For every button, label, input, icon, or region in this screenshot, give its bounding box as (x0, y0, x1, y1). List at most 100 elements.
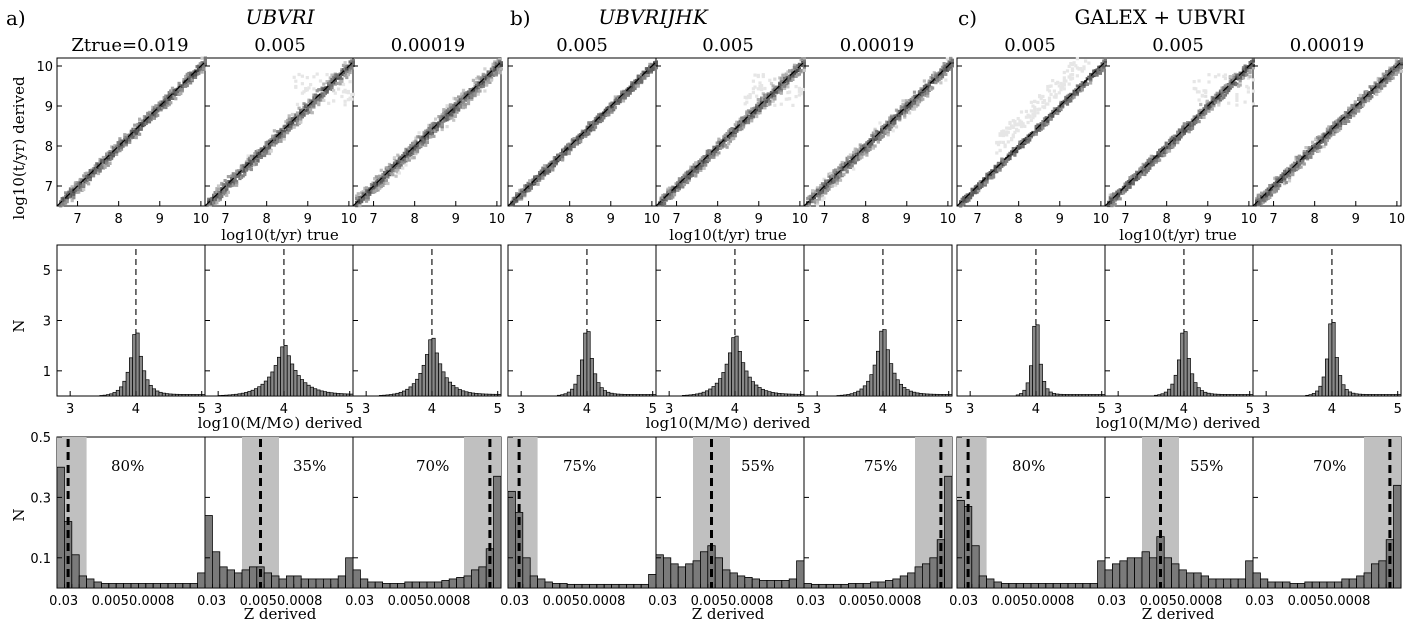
heat-cell (750, 117, 754, 121)
mass-bar (152, 388, 157, 397)
heat-cell (185, 73, 189, 77)
heat-cell (845, 160, 849, 164)
heat-cell (231, 172, 235, 176)
metal-bar (419, 581, 428, 589)
mass-bar (148, 384, 153, 397)
heat-cell (1072, 89, 1076, 93)
heat-cell (256, 157, 260, 161)
heat-cell (80, 179, 84, 183)
mass-bar (221, 394, 226, 397)
heat-cell (302, 102, 306, 106)
heat-cell (1049, 84, 1053, 88)
panel-frame-age (1252, 57, 1402, 207)
mass-bar (474, 393, 479, 397)
heat-cell (1008, 154, 1012, 158)
heat-cell (387, 168, 392, 172)
heat-cell (165, 100, 170, 104)
heat-cell (292, 123, 296, 127)
heat-cell (317, 103, 321, 107)
heat-cell (379, 184, 383, 189)
heat-cell (1033, 108, 1037, 112)
heat-cell (830, 174, 834, 178)
heat-cell (248, 157, 252, 161)
metal-bar (315, 578, 324, 589)
metal-bar (929, 557, 938, 589)
heat-cell (309, 83, 313, 87)
heat-cell (730, 127, 734, 131)
heat-cell (373, 185, 377, 189)
mass-bar (908, 390, 913, 397)
heat-cell (142, 120, 147, 124)
heat-cell (387, 166, 392, 170)
heat-cell (124, 137, 128, 141)
mass-bar (899, 383, 904, 397)
heat-cell (942, 68, 946, 73)
heat-cell (786, 91, 790, 95)
heat-cell (272, 129, 276, 133)
heat-cell (1070, 67, 1075, 71)
heat-cell (442, 119, 446, 123)
heat-cell (669, 187, 673, 191)
mass-bar (596, 382, 601, 397)
heat-cell (445, 125, 449, 129)
heat-cell (225, 186, 229, 190)
heat-cell (534, 178, 538, 183)
heat-cell (993, 164, 997, 168)
heat-cell (886, 133, 890, 137)
heat-cell (894, 125, 899, 129)
heat-cell (100, 162, 104, 166)
heat-cell (541, 176, 545, 180)
mass-bar (431, 337, 436, 397)
heat-cell (1080, 68, 1084, 73)
heat-cell (461, 102, 466, 106)
heat-cell (440, 127, 444, 132)
heat-cell (461, 100, 466, 105)
heat-cell (438, 122, 443, 126)
heat-cell (613, 106, 617, 110)
mass-bar (142, 370, 147, 397)
heat-cell (457, 100, 461, 104)
heat-cell (246, 154, 250, 158)
heat-cell (397, 155, 401, 159)
heat-cell (287, 121, 291, 125)
heat-cell (824, 185, 828, 190)
heat-cell (65, 198, 69, 202)
heat-cell (607, 106, 611, 110)
heat-cell (346, 69, 350, 73)
heat-cell (264, 147, 268, 151)
heat-cell (538, 171, 542, 175)
heat-cell (661, 203, 665, 207)
heat-cell (383, 170, 387, 175)
heat-cell (853, 161, 857, 165)
heat-cell (88, 169, 92, 173)
heat-cell (727, 138, 731, 142)
heat-cell (489, 78, 494, 82)
heat-cell (623, 89, 627, 94)
heat-cell (779, 91, 783, 95)
heat-cell (1021, 124, 1025, 128)
heat-cell (1039, 125, 1043, 129)
heat-cell (404, 163, 408, 167)
metal-bar (581, 583, 590, 589)
heat-cell (845, 166, 849, 170)
heat-cell (486, 78, 490, 82)
heat-cell (950, 60, 954, 64)
heat-cell (1054, 111, 1058, 115)
heat-cell (779, 88, 783, 92)
heat-cell (202, 67, 206, 71)
metal-bar (640, 583, 650, 589)
mass-bar (892, 372, 897, 397)
heat-cell (830, 184, 834, 188)
metal-bar (448, 578, 458, 589)
heat-cell (249, 156, 253, 160)
heat-cell (519, 196, 524, 200)
heat-cell (738, 117, 742, 121)
heat-cell (297, 72, 301, 77)
heat-cell (886, 126, 890, 130)
heat-cell (384, 178, 388, 183)
heat-cell (903, 111, 907, 115)
heat-cell (424, 143, 428, 147)
heat-cell (68, 195, 73, 199)
heat-cell (819, 186, 823, 190)
heat-cell (523, 189, 527, 193)
